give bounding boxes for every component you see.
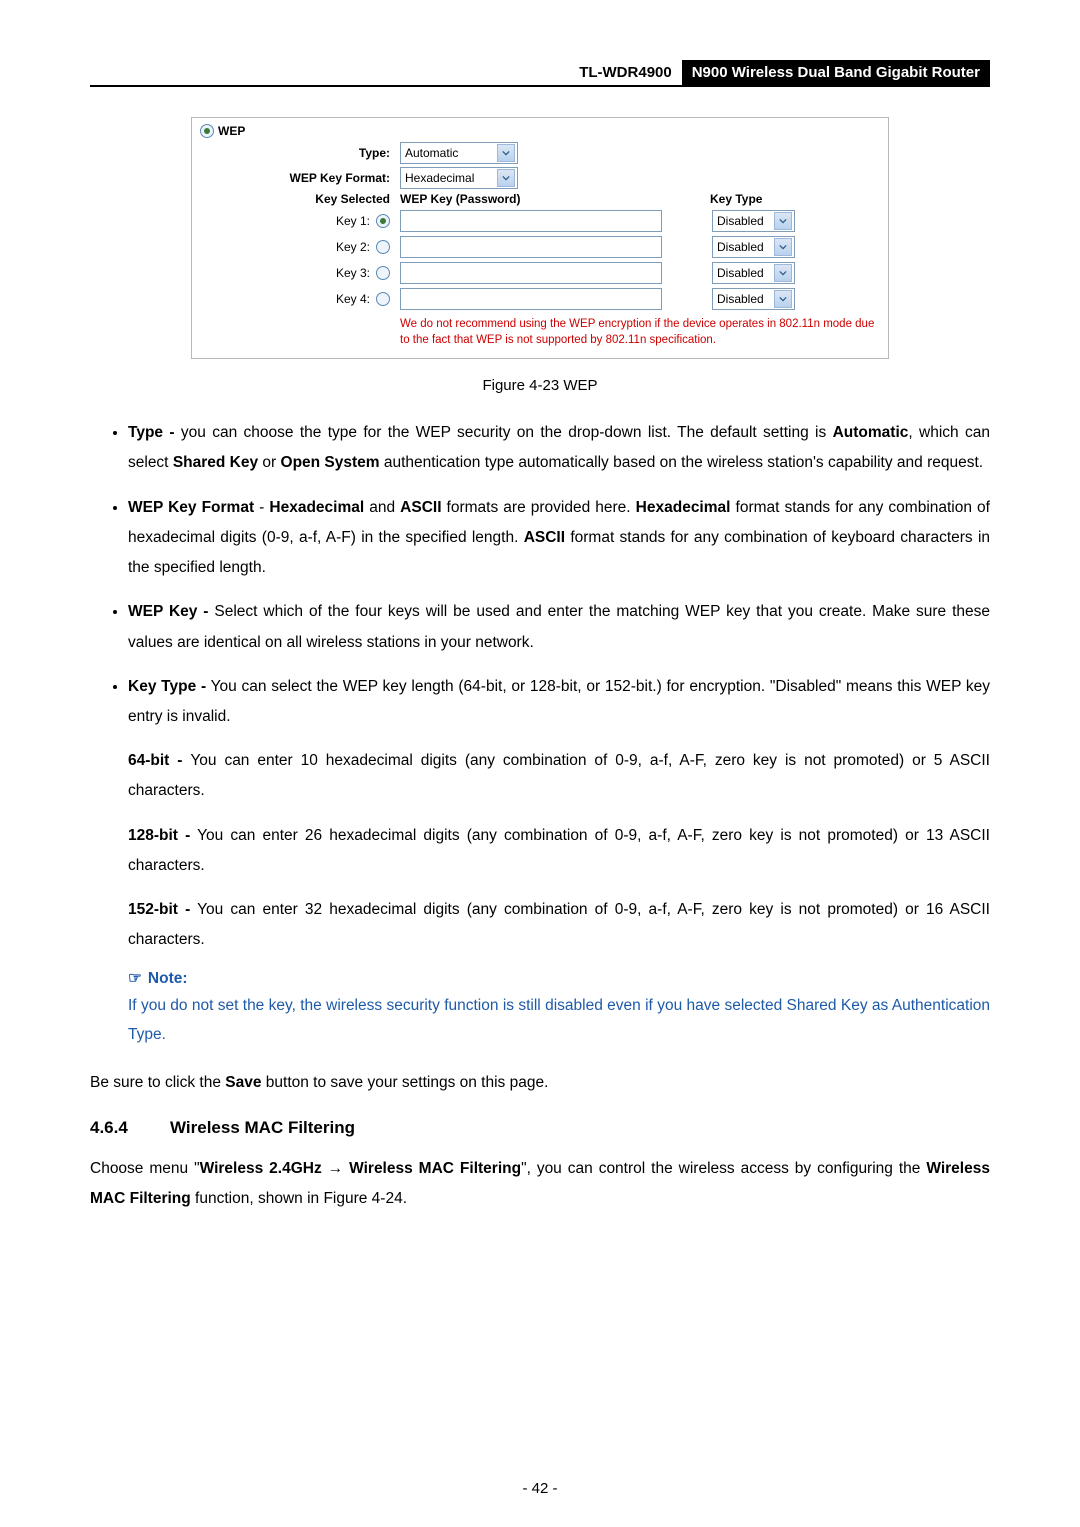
chevron-down-icon xyxy=(774,212,792,230)
key-input[interactable] xyxy=(400,210,662,232)
b: Open System xyxy=(281,454,380,471)
text: → xyxy=(322,1160,349,1177)
key-row: Key 2: Disabled xyxy=(200,236,880,258)
b: Save xyxy=(225,1074,261,1091)
note-label: Note: xyxy=(148,970,188,988)
text: authentication type automatically based … xyxy=(380,454,984,471)
doc-list: Type - you can choose the type for the W… xyxy=(90,418,990,732)
list-item: Key Type - You can select the WEP key le… xyxy=(128,672,990,732)
list-item: WEP Key - Select which of the four keys … xyxy=(128,597,990,657)
lead: 64-bit - xyxy=(128,752,190,769)
text: You can enter 10 hexadecimal digits (any… xyxy=(128,752,990,799)
list-item: WEP Key Format - Hexadecimal and ASCII f… xyxy=(128,493,990,584)
text: or xyxy=(258,454,280,471)
note-head: ☞ Note: xyxy=(128,969,990,988)
chevron-down-icon xyxy=(774,238,792,256)
lead: Type - xyxy=(128,424,175,441)
b: Wireless MAC Filtering xyxy=(349,1160,521,1177)
text: - xyxy=(254,499,269,516)
text: button to save your settings on this pag… xyxy=(261,1074,548,1091)
text: function, shown in Figure 4-24. xyxy=(191,1190,407,1207)
b: Automatic xyxy=(833,424,909,441)
keytype-value: Disabled xyxy=(717,292,764,306)
save-line: Be sure to click the Save button to save… xyxy=(90,1068,990,1098)
wep-radio[interactable] xyxy=(200,124,214,138)
keytype-select[interactable]: Disabled xyxy=(712,288,795,310)
key-radio[interactable] xyxy=(376,214,390,228)
b: Shared Key xyxy=(173,454,258,471)
page-number: - 42 - xyxy=(0,1480,1080,1497)
b: Wireless 2.4GHz xyxy=(200,1160,322,1177)
sub-para: 64-bit - You can enter 10 hexadecimal di… xyxy=(128,746,990,806)
section-para: Choose menu "Wireless 2.4GHz → Wireless … xyxy=(90,1154,990,1214)
keytype-header: Key Type xyxy=(710,192,762,206)
key-label: Key 3: xyxy=(336,266,370,280)
keytype-value: Disabled xyxy=(717,266,764,280)
hand-icon: ☞ xyxy=(128,969,142,988)
text: Be sure to click the xyxy=(90,1074,225,1091)
keytype-select[interactable]: Disabled xyxy=(712,236,795,258)
key-label: Key 1: xyxy=(336,214,370,228)
doc-header: TL-WDR4900 N900 Wireless Dual Band Gigab… xyxy=(90,60,990,87)
text: Select which of the four keys will be us… xyxy=(128,603,990,650)
wep-title: WEP xyxy=(218,124,245,138)
text: formats are provided here. xyxy=(442,499,636,516)
chevron-down-icon xyxy=(497,144,515,162)
text: You can enter 32 hexadecimal digits (any… xyxy=(128,901,990,948)
text: Choose menu " xyxy=(90,1160,200,1177)
type-value: Automatic xyxy=(405,146,458,160)
chevron-down-icon xyxy=(774,290,792,308)
keytype-value: Disabled xyxy=(717,240,764,254)
lead: Key Type - xyxy=(128,678,206,695)
section-heading: 4.6.4Wireless MAC Filtering xyxy=(90,1118,990,1138)
key-row: Key 3: Disabled xyxy=(200,262,880,284)
text: ", you can control the wireless access b… xyxy=(521,1160,926,1177)
lead: WEP Key - xyxy=(128,603,208,620)
type-select[interactable]: Automatic xyxy=(400,142,518,164)
key-label: Key 2: xyxy=(336,240,370,254)
sub-para: 152-bit - You can enter 32 hexadecimal d… xyxy=(128,895,990,955)
pass-header: WEP Key (Password) xyxy=(400,192,660,206)
lead: 152-bit - xyxy=(128,901,190,918)
section-num: 4.6.4 xyxy=(90,1118,170,1138)
text: You can select the WEP key length (64-bi… xyxy=(128,678,990,725)
wep-warning: We do not recommend using the WEP encryp… xyxy=(400,316,880,348)
key-input[interactable] xyxy=(400,236,662,258)
list-item: Type - you can choose the type for the W… xyxy=(128,418,990,478)
note-body: If you do not set the key, the wireless … xyxy=(128,992,990,1049)
section-title: Wireless MAC Filtering xyxy=(170,1118,355,1137)
type-label: Type: xyxy=(200,146,400,160)
chevron-down-icon xyxy=(774,264,792,282)
b: ASCII xyxy=(524,529,565,546)
key-radio[interactable] xyxy=(376,292,390,306)
figure-caption: Figure 4-23 WEP xyxy=(90,377,990,394)
text: and xyxy=(364,499,400,516)
key-input[interactable] xyxy=(400,262,662,284)
sub-para: 128-bit - You can enter 26 hexadecimal d… xyxy=(128,821,990,881)
key-radio[interactable] xyxy=(376,240,390,254)
keytype-select[interactable]: Disabled xyxy=(712,210,795,232)
keytype-select[interactable]: Disabled xyxy=(712,262,795,284)
lead: 128-bit - xyxy=(128,827,190,844)
format-value: Hexadecimal xyxy=(405,171,474,185)
wep-panel: WEP Type: Automatic WEP Key Format: Hexa… xyxy=(191,117,889,359)
b: ASCII xyxy=(400,499,441,516)
text: You can enter 26 hexadecimal digits (any… xyxy=(128,827,990,874)
keysel-label: Key Selected xyxy=(200,192,400,206)
format-select[interactable]: Hexadecimal xyxy=(400,167,518,189)
format-label: WEP Key Format: xyxy=(200,171,400,185)
b: Hexadecimal xyxy=(269,499,364,516)
key-row: Key 4: Disabled xyxy=(200,288,880,310)
key-input[interactable] xyxy=(400,288,662,310)
key-row: Key 1: Disabled xyxy=(200,210,880,232)
key-radio[interactable] xyxy=(376,266,390,280)
lead: WEP Key Format xyxy=(128,499,254,516)
text: you can choose the type for the WEP secu… xyxy=(175,424,833,441)
key-label: Key 4: xyxy=(336,292,370,306)
keytype-value: Disabled xyxy=(717,214,764,228)
chevron-down-icon xyxy=(497,169,515,187)
model-number: TL-WDR4900 xyxy=(569,60,682,85)
model-desc: N900 Wireless Dual Band Gigabit Router xyxy=(682,60,990,85)
b: Hexadecimal xyxy=(636,499,731,516)
